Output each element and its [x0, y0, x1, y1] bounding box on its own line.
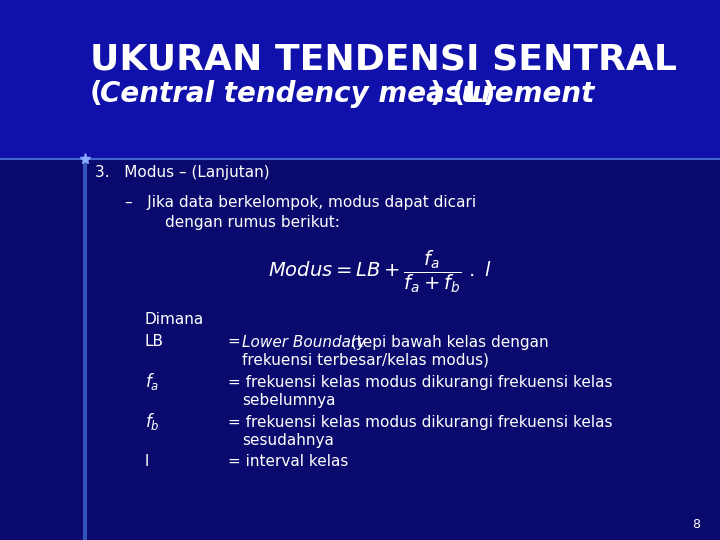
Text: Dimana: Dimana — [145, 313, 204, 327]
Bar — [0, 0, 720, 159]
Text: 8: 8 — [692, 518, 700, 531]
Text: l: l — [145, 455, 149, 469]
Text: 3.   Modus – (Lanjutan): 3. Modus – (Lanjutan) — [95, 165, 269, 179]
Text: Lower Boundary: Lower Boundary — [242, 334, 366, 349]
Text: $f_a$: $f_a$ — [145, 372, 159, 393]
Text: UKURAN TENDENSI SENTRAL: UKURAN TENDENSI SENTRAL — [90, 43, 677, 77]
Text: = interval kelas: = interval kelas — [228, 455, 348, 469]
Text: sebelumnya: sebelumnya — [242, 393, 336, 408]
Text: dengan rumus berikut:: dengan rumus berikut: — [165, 214, 340, 230]
Text: ) (L): ) (L) — [430, 80, 495, 108]
Text: LB: LB — [145, 334, 164, 349]
Text: frekuensi terbesar/kelas modus): frekuensi terbesar/kelas modus) — [242, 353, 489, 368]
Text: Central tendency measurement: Central tendency measurement — [100, 80, 595, 108]
Text: $\mathit{Modus} = \mathit{LB} + \dfrac{f_a}{f_a + f_b}\ .\ l$: $\mathit{Modus} = \mathit{LB} + \dfrac{f… — [268, 248, 492, 295]
Text: = frekuensi kelas modus dikurangi frekuensi kelas: = frekuensi kelas modus dikurangi frekue… — [228, 375, 613, 389]
Text: –   Jika data berkelompok, modus dapat dicari: – Jika data berkelompok, modus dapat dic… — [125, 194, 476, 210]
Text: =: = — [228, 334, 246, 349]
Text: = frekuensi kelas modus dikurangi frekuensi kelas: = frekuensi kelas modus dikurangi frekue… — [228, 415, 613, 429]
Bar — [83, 159, 87, 540]
Text: sesudahnya: sesudahnya — [242, 433, 334, 448]
Text: $f_b$: $f_b$ — [145, 411, 160, 433]
Text: (: ( — [90, 80, 103, 108]
Text: (tepi bawah kelas dengan: (tepi bawah kelas dengan — [346, 334, 549, 349]
